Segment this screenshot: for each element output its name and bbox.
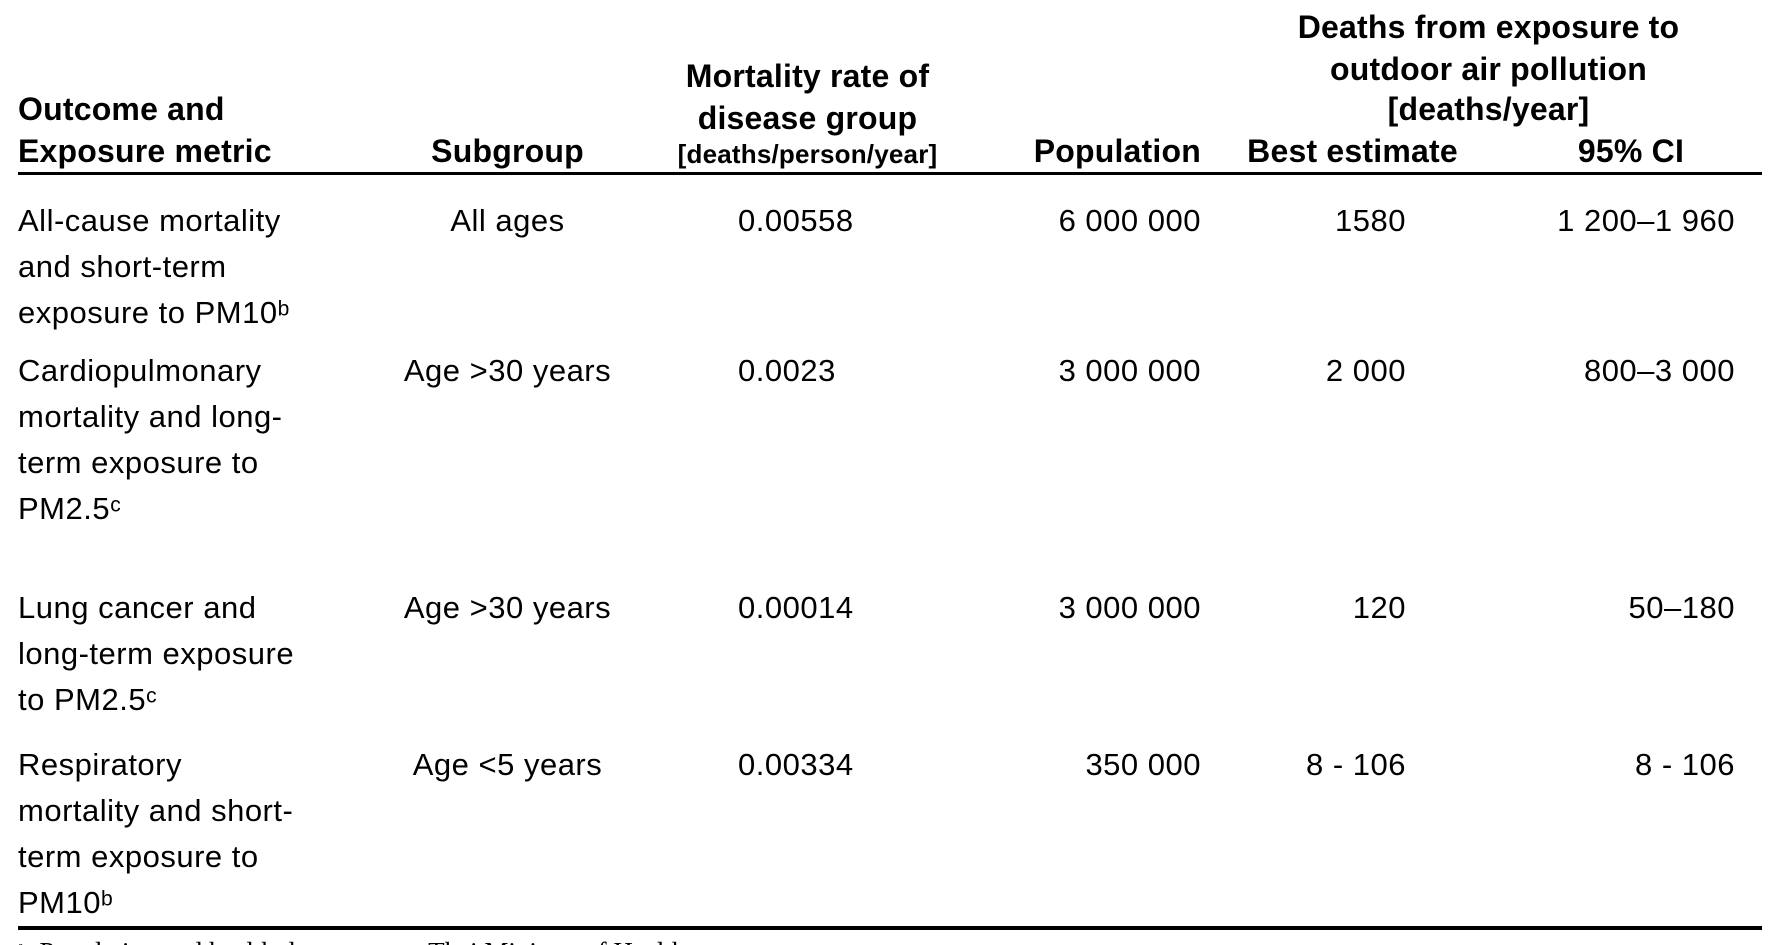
cell-subgroup: Age <5 years — [412, 747, 603, 782]
cell-best-estimate: 8 - 106 — [1305, 747, 1406, 782]
cell-subgroup: All ages — [450, 203, 565, 238]
cell-95ci: 8 - 106 — [1634, 747, 1735, 782]
group-header-deaths: Deaths from exposure to outdoor air poll… — [1297, 9, 1680, 87]
cell-best-estimate: 1580 — [1335, 203, 1406, 238]
footnote: ᵃ Population and health data sources: Tha… — [18, 933, 1758, 945]
cell-mortality-rate: 0.0023 — [738, 353, 836, 388]
col-header-95ci: 95% CI — [1577, 133, 1685, 169]
footnote-marker: ᵃ — [18, 938, 23, 945]
cell-population: 6 000 000 — [1058, 203, 1201, 238]
col-header-outcome: Outcome and Exposure metric — [18, 91, 272, 169]
cell-population: 3 000 000 — [1058, 353, 1201, 388]
cell-outcome: Cardiopulmonary mortality and long- term… — [18, 353, 283, 526]
cell-95ci: 1 200–1 960 — [1557, 203, 1735, 238]
cell-outcome: Respiratory mortality and short- term ex… — [18, 747, 294, 920]
cell-outcome: All-cause mortality and short-term expos… — [18, 203, 290, 330]
cell-mortality-rate: 0.00558 — [738, 203, 854, 238]
col-header-mortality-rate-unit: [deaths/person/year] — [677, 139, 938, 169]
col-header-mortality-rate: Mortality rate of disease group — [685, 58, 930, 136]
footnote-text: Population and health data sources: Thai… — [39, 937, 685, 945]
footer-rule — [18, 926, 1762, 930]
cell-95ci: 800–3 000 — [1583, 353, 1735, 388]
cell-subgroup: Age >30 years — [403, 353, 612, 388]
cell-95ci: 50–180 — [1628, 590, 1735, 625]
col-header-population: Population — [1033, 133, 1201, 169]
cell-best-estimate: 2 000 — [1325, 353, 1406, 388]
cell-mortality-rate: 0.00334 — [738, 747, 854, 782]
col-header-best-estimate: Best estimate — [1247, 133, 1458, 169]
cell-outcome: Lung cancer and long-term exposure to PM… — [18, 590, 295, 717]
col-header-subgroup: Subgroup — [431, 133, 584, 169]
cell-population: 350 000 — [1085, 747, 1201, 782]
cell-population: 3 000 000 — [1058, 590, 1201, 625]
cell-mortality-rate: 0.00014 — [738, 590, 854, 625]
header-rule — [18, 172, 1762, 175]
cell-subgroup: Age >30 years — [403, 590, 612, 625]
group-header-deaths-unit: [deaths/year] — [1387, 91, 1590, 127]
cell-best-estimate: 120 — [1352, 590, 1406, 625]
